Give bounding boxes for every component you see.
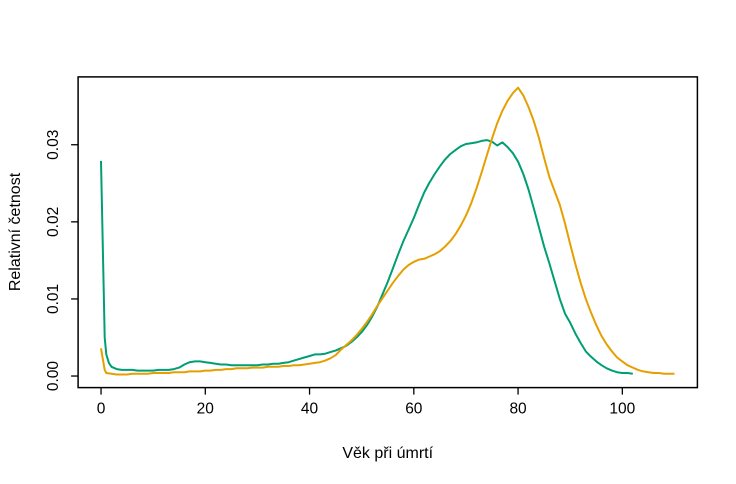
plot-box <box>77 76 699 389</box>
y-tick-label: 0.01 <box>45 284 62 314</box>
plot-box-group <box>77 76 699 389</box>
x-tick-label: 0 <box>97 401 106 418</box>
x-tick-label: 60 <box>405 401 423 418</box>
x-tick-label: 20 <box>197 401 215 418</box>
y-tick-label: 0.03 <box>45 130 62 160</box>
x-tick-label: 40 <box>301 401 319 418</box>
y-tick-label: 0.00 <box>45 361 62 392</box>
x-tick-label: 80 <box>509 401 527 418</box>
y-axis-group: 0.00 0.01 0.02 0.03 <box>45 130 79 392</box>
x-tick-label: 100 <box>609 401 635 418</box>
density-curve-teal <box>100 139 633 375</box>
x-axis-group: 0 20 40 60 80 100 <box>97 387 636 418</box>
series-group <box>100 86 675 376</box>
y-axis-title: Relativní četnost <box>7 172 24 291</box>
x-axis-title: Věk při úmrtí <box>342 445 433 462</box>
y-tick-label: 0.02 <box>45 207 62 237</box>
density-curve-amber <box>100 86 675 376</box>
